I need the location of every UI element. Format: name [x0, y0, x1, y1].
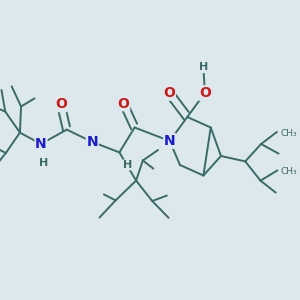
Text: CH₃: CH₃	[281, 129, 298, 138]
Text: N: N	[35, 137, 47, 151]
Text: H: H	[123, 160, 132, 170]
Text: N: N	[86, 135, 98, 149]
Text: O: O	[118, 97, 129, 110]
Text: CH₃: CH₃	[281, 167, 298, 176]
Text: O: O	[163, 86, 175, 100]
Text: H: H	[199, 62, 208, 73]
Text: O: O	[199, 86, 211, 100]
Text: O: O	[55, 98, 67, 111]
Text: N: N	[164, 134, 176, 148]
Text: H: H	[39, 158, 48, 168]
